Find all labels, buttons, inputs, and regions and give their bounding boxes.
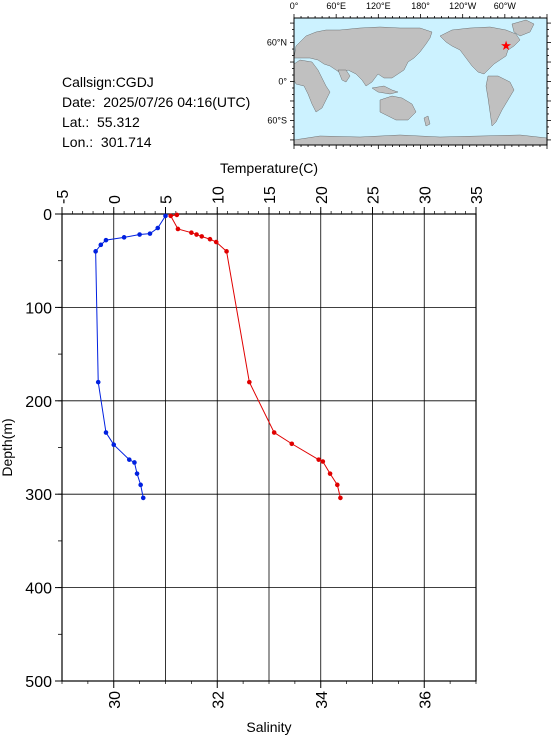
longitude-label: Lon.: 301.714 <box>62 134 152 150</box>
map-longitude-label: 0° <box>290 1 299 11</box>
salinity-point <box>132 460 137 465</box>
salinity-axis-label: Salinity <box>246 719 291 735</box>
depth-tick-label: 100 <box>25 300 52 317</box>
salinity-point <box>121 235 127 240</box>
salinity-line <box>95 215 166 499</box>
callsign-label: Callsign:CGDJ <box>62 74 154 90</box>
axis-ticks <box>55 207 477 688</box>
temperature-point <box>316 457 321 462</box>
land-north-america <box>439 26 521 75</box>
salinity-point <box>155 225 161 231</box>
temperature-point <box>335 482 340 488</box>
profile-chart: -5 0 5 10 15 20 25 30 35 30 32 34 36 01002003004005… <box>0 160 486 735</box>
temperature-point <box>224 249 229 254</box>
depth-tick-label: 300 <box>25 487 52 504</box>
land-africa <box>293 59 331 113</box>
date-label: Date: 2025/07/26 04:16(UTC) <box>62 94 251 110</box>
land-india <box>337 69 351 83</box>
salinity-point <box>103 237 109 243</box>
salinity-point <box>163 213 168 219</box>
map-longitude-label: 180° <box>411 1 430 11</box>
salinity-point <box>103 430 109 435</box>
temperature-point <box>320 459 326 464</box>
temperature-tick-label: 20 <box>314 186 331 204</box>
temperature-point <box>189 230 194 235</box>
land-antarctica <box>293 134 548 146</box>
temperature-tick-label: 30 <box>417 186 434 204</box>
salinity-tick-labels: 30 32 34 36 <box>107 691 435 709</box>
temperature-point <box>207 236 213 242</box>
land-south-america <box>485 75 515 127</box>
temperature-point <box>168 213 173 219</box>
temperature-line <box>169 214 341 499</box>
depth-tick-label: 500 <box>25 674 52 691</box>
temperature-tick-label: 0 <box>107 195 124 204</box>
grid-lines <box>62 214 476 681</box>
temperature-tick-label: -5 <box>55 190 72 204</box>
salinity-tick-label: 30 <box>107 691 124 709</box>
map-longitude-label: 60°E <box>326 1 346 11</box>
salinity-point <box>138 482 143 488</box>
series-layer <box>93 212 343 501</box>
salinity-tick-label: 36 <box>417 691 434 709</box>
salinity-point <box>95 379 101 385</box>
temperature-point <box>247 379 252 385</box>
salinity-point <box>98 242 104 248</box>
temperature-tick-label: 15 <box>262 186 279 204</box>
temperature-point <box>175 226 181 232</box>
latitude-label: Lat.: 55.312 <box>62 114 140 130</box>
land-new-zealand <box>423 115 431 127</box>
temperature-axis-label: Temperature(C) <box>220 160 318 176</box>
temperature-tick-label: 25 <box>366 186 383 204</box>
temperature-point <box>289 441 295 447</box>
map-latitude-label: 60°N <box>267 38 287 48</box>
depth-tick-label: 0 <box>43 207 52 224</box>
depth-tick-label: 200 <box>25 394 52 411</box>
land-australia <box>379 95 417 121</box>
temperature-point <box>199 234 205 239</box>
land-indonesia <box>371 85 399 95</box>
salinity-point <box>111 442 117 447</box>
location-map: 0° 60°E 120°E 180° 120°W 60°W 60°N 0° 60°S ★ <box>267 1 551 149</box>
salinity-tick-label: 32 <box>210 691 227 709</box>
map-latitude-label: 60°S <box>267 115 287 125</box>
salinity-tick-label: 34 <box>314 691 331 709</box>
temperature-point <box>327 471 333 476</box>
salinity-point <box>134 471 140 476</box>
temperature-tick-label: 35 <box>469 186 486 204</box>
map-longitude-labels: 0° 60°E 120°E 180° 120°W 60°W <box>290 1 517 11</box>
temperature-point <box>213 239 219 245</box>
star-icon: ★ <box>500 38 512 53</box>
salinity-point <box>126 457 132 462</box>
temperature-point <box>194 232 199 237</box>
depth-tick-labels: 0 100 200 300 400 500 <box>25 207 52 691</box>
depth-axis-label: Depth(m) <box>0 418 15 476</box>
salinity-point <box>93 249 98 254</box>
temperature-point <box>271 430 277 435</box>
temperature-tick-labels: -5 0 5 10 15 20 25 30 35 <box>55 186 486 204</box>
map-latitude-labels: 60°N 0° 60°S <box>267 38 288 126</box>
map-longitude-label: 60°W <box>494 1 517 11</box>
map-land <box>293 19 548 146</box>
temperature-tick-label: 10 <box>210 186 227 204</box>
depth-tick-label: 400 <box>25 581 52 598</box>
map-latitude-label: 0° <box>278 77 287 87</box>
land-eurasia <box>293 26 433 87</box>
salinity-point <box>137 232 142 237</box>
temperature-tick-label: 5 <box>159 195 176 204</box>
salinity-point <box>140 495 146 501</box>
temperature-point <box>174 212 180 218</box>
map-longitude-label: 120°E <box>366 1 391 11</box>
temperature-point <box>338 495 343 501</box>
map-ticks <box>290 14 551 149</box>
salinity-point <box>147 231 153 236</box>
map-longitude-label: 120°W <box>449 1 477 11</box>
land-greenland <box>511 19 535 37</box>
